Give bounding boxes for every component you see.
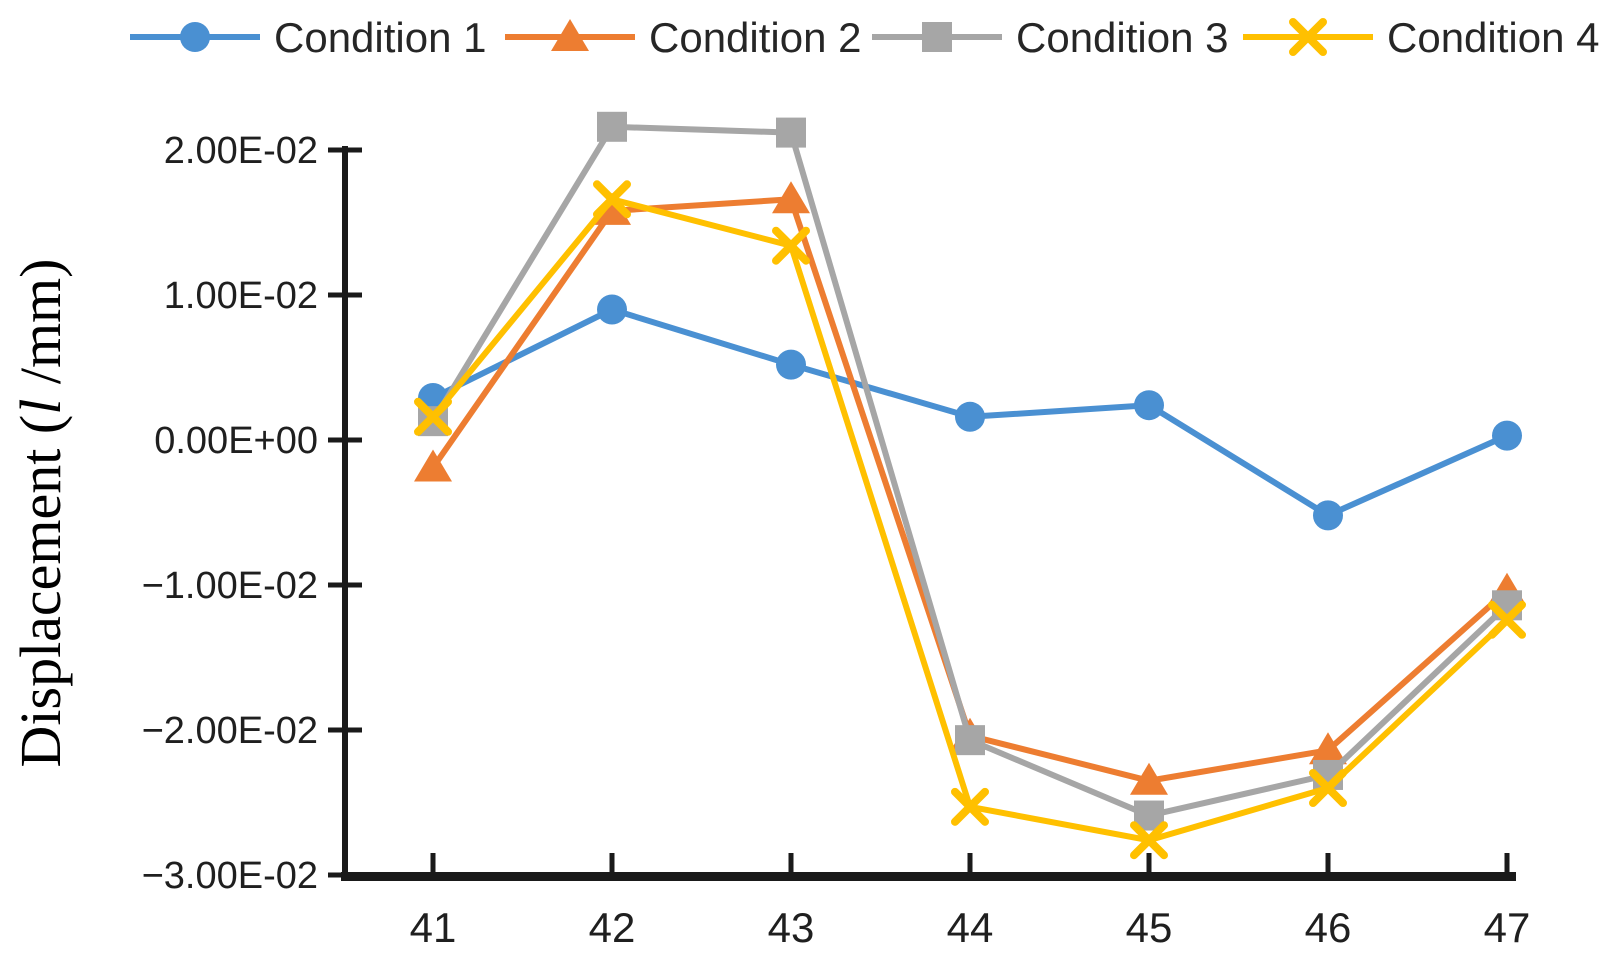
series-condition-4-marker-45 xyxy=(1130,821,1168,860)
series-condition-1-marker-44 xyxy=(955,401,985,432)
series-condition-4-marker-47 xyxy=(1488,600,1526,639)
y-tick-label-0: 2.00E-02 xyxy=(164,130,318,172)
legend-marker-condition-3 xyxy=(922,22,952,52)
series-condition-1 xyxy=(418,294,1522,531)
series-condition-4-marker-43 xyxy=(772,226,810,265)
series-condition-2-marker-46 xyxy=(1309,732,1347,765)
series-condition-3 xyxy=(418,111,1522,831)
series-condition-4-marker-41 xyxy=(414,397,452,436)
series-condition-1-marker-43 xyxy=(776,349,806,380)
series-condition-2-line xyxy=(430,196,1509,784)
series-condition-2-marker-45 xyxy=(1130,762,1168,795)
series-condition-3-marker-43 xyxy=(776,117,806,148)
series-condition-4 xyxy=(414,180,1526,860)
legend-label-condition-2: Condition 2 xyxy=(649,14,861,61)
series-condition-2-marker-42 xyxy=(593,192,631,225)
x-tick-label-46: 46 xyxy=(1305,904,1352,951)
series-condition-2 xyxy=(414,181,1526,795)
legend-item-condition-2: Condition 2 xyxy=(505,14,861,61)
legend-label-condition-1: Condition 1 xyxy=(274,14,486,61)
legend-marker-condition-4 xyxy=(1289,18,1327,56)
legend-item-condition-3: Condition 3 xyxy=(872,14,1228,61)
legend-item-condition-4: Condition 4 xyxy=(1243,14,1599,61)
legend-label-condition-3: Condition 3 xyxy=(1016,14,1228,61)
series-condition-3-line xyxy=(430,123,1510,819)
series-condition-4-marker-46 xyxy=(1309,769,1347,807)
x-tick-label-45: 45 xyxy=(1126,904,1173,951)
series-condition-1-marker-46 xyxy=(1313,500,1343,531)
x-tick-label-43: 43 xyxy=(768,904,815,951)
series-condition-3-marker-42 xyxy=(597,111,627,142)
legend-marker-condition-1 xyxy=(180,22,210,52)
y-tick-label-5: −3.00E-02 xyxy=(142,855,318,897)
x-tick-label-44: 44 xyxy=(947,904,994,951)
series-condition-4-marker-44 xyxy=(951,787,989,826)
y-tick-label-2: 0.00E+00 xyxy=(154,420,318,462)
series-condition-1-marker-42 xyxy=(597,294,627,325)
series-condition-2-marker-41 xyxy=(414,449,452,482)
y-tick-label-1: 1.00E-02 xyxy=(164,275,318,317)
x-tick-label-41: 41 xyxy=(410,904,457,951)
x-tick-label-42: 42 xyxy=(589,904,636,951)
y-tick-label-4: −2.00E-02 xyxy=(142,710,318,752)
legend-marker-condition-2 xyxy=(551,19,589,51)
series-condition-3-marker-44 xyxy=(955,725,985,756)
series-condition-4-marker-42 xyxy=(593,180,631,219)
x-tick-label-47: 47 xyxy=(1484,904,1531,951)
y-tick-label-3: −1.00E-02 xyxy=(142,565,318,607)
y-axis-title: Displacement (l /mm) xyxy=(8,259,73,768)
legend-item-condition-1: Condition 1 xyxy=(130,14,486,61)
series-condition-2-marker-43 xyxy=(772,181,810,214)
legend-label-condition-4: Condition 4 xyxy=(1387,14,1599,61)
series-condition-1-marker-47 xyxy=(1492,420,1522,451)
series-condition-1-marker-45 xyxy=(1134,390,1164,421)
